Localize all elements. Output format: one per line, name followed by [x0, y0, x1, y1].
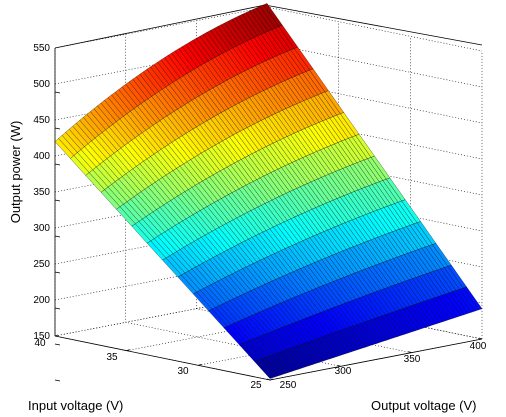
y-tick-mark: [408, 351, 412, 354]
z-tick-mark: [54, 163, 61, 166]
z-tick-label-550: 550: [33, 43, 50, 54]
tick-marks: [54, 91, 483, 382]
z-axis-label: Output power (W): [8, 121, 23, 224]
x-tick-label-25: 25: [250, 380, 262, 391]
y-tick-label-250: 250: [280, 380, 297, 391]
y-tick-mark: [478, 337, 483, 340]
z-tick-label-400: 400: [33, 151, 50, 162]
surface-mesh: [54, 3, 483, 379]
x-tick-mark: [54, 334, 59, 337]
x-tick-mark: [126, 349, 130, 352]
surface-cell: [254, 360, 274, 379]
z-tick-mark: [54, 127, 61, 130]
y-tick-mark: [266, 378, 271, 381]
x-tick-mark: [269, 378, 274, 381]
z-tick-mark: [54, 307, 61, 310]
x-axis-label: Input voltage (V): [28, 398, 123, 413]
y-tick-label-300: 300: [335, 366, 352, 377]
z-tick-label-250: 250: [33, 259, 50, 270]
y-tick-label-350: 350: [404, 354, 421, 365]
z-tick-labels: 150 200 250 300 350 400 450 500 550: [33, 43, 50, 342]
y-axis-label: Output voltage (V): [371, 398, 477, 413]
z-tick-mark: [54, 271, 61, 274]
z-tick-label-450: 450: [33, 115, 50, 126]
y-tick-mark: [337, 364, 341, 367]
y-tick-label-400: 400: [470, 341, 487, 352]
x-tick-mark: [198, 363, 202, 366]
z-tick-mark: [54, 235, 61, 238]
z-tick-label-300: 300: [33, 223, 50, 234]
z-tick-label-200: 200: [33, 295, 50, 306]
z-tick-label-500: 500: [33, 79, 50, 90]
z-tick-mark: [54, 379, 61, 382]
x-tick-labels: 40 35 30 25: [34, 338, 262, 391]
z-tick-mark: [54, 199, 61, 202]
z-tick-label-150: 150: [33, 331, 50, 342]
y-tick-labels: 250 300 350 400: [280, 341, 487, 391]
x-tick-label-35: 35: [106, 352, 118, 363]
x-tick-label-40: 40: [34, 338, 46, 349]
z-tick-mark: [54, 343, 61, 346]
x-tick-label-30: 30: [177, 366, 189, 377]
z-tick-label-350: 350: [33, 187, 50, 198]
z-tick-mark: [54, 91, 61, 94]
